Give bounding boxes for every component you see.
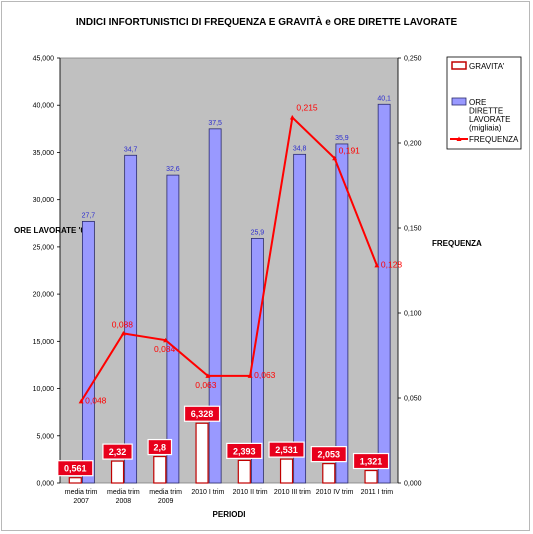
bar-ore [166,174,180,484]
bar-gravita-label-box [183,405,221,422]
bar-gravita [195,422,209,484]
category-label: 2010 II trim [233,489,268,496]
right-tick-label: 0,050 [404,396,422,403]
bar-ore-label: 34,7 [124,146,138,153]
frequenza-label: 0,128 [381,259,403,269]
category-label: 2009 [158,498,174,505]
bar-ore-label: 35,9 [335,135,349,142]
bar-gravita [110,460,125,484]
bar-gravita-label-box [226,442,263,459]
legend-ore-label: (migliaia) [469,124,502,133]
category-label: 2010 IV trim [316,489,354,496]
frequenza-line [80,115,378,402]
category-label: 2010 III trim [274,489,311,496]
bar-ore [293,153,307,484]
legend-ore-swatch [451,97,467,106]
category-label: 2011 I trim [361,489,394,496]
legend-gravita-swatch [451,61,467,70]
bar-ore [124,154,138,484]
frequenza-marker [374,262,380,268]
frequenza-marker [247,373,253,378]
right-tick-label: 0,100 [404,311,422,318]
frequenza-marker [289,115,295,120]
bar-ore [81,220,95,484]
frequenza-label: 0,215 [296,103,318,113]
category-label: media trim [107,489,140,496]
bar-gravita [364,469,378,484]
bar-ore [250,237,264,484]
frequenza-label: 0,063 [254,370,276,380]
right-tick-label: 0,200 [404,141,422,148]
frequenza-label: 0,048 [85,395,107,405]
bar-ore [377,103,391,484]
bar-ore-label: 27,7 [82,212,96,219]
legend-frequenza-label: FREQUENZA [469,135,519,144]
bar-gravita [153,455,167,484]
bar-gravita-label: 2,531 [275,445,298,455]
bar-gravita-label-box [147,438,173,456]
frequenza-label: 0,191 [339,145,361,155]
left-axis-title: ORE LAVORATE '000 [14,226,94,235]
bar-ore-label: 40,1 [377,95,391,102]
frequenza-marker [163,337,169,343]
bar-gravita-label: 2,053 [318,450,341,460]
bar-gravita [237,459,251,484]
left-tick-label: 10,000 [33,386,55,393]
frequenza-marker [332,155,338,161]
legend-ore-label: LAVORATE [469,115,511,124]
chart-title: INDICI INFORTUNISTICI DI FREQUENZA E GRA… [75,17,458,28]
left-tick-label: 0,000 [36,481,54,488]
category-label: media trim [65,489,98,496]
category-label: media trim [149,489,182,496]
bar-ore-label: 32,6 [166,166,180,173]
bar-gravita-label: 1,321 [360,457,383,467]
right-tick-label: 0,000 [404,481,422,488]
legend-ore-label: ORE [469,98,486,107]
right-tick-label: 0,150 [404,226,422,233]
bar-gravita-label: 6,328 [191,409,214,419]
frequenza-marker [205,373,211,378]
frequenza-label: 0,088 [112,319,134,329]
bar-gravita-label-box [310,446,347,463]
frequenza-marker [120,330,126,336]
bar-gravita [68,477,82,484]
legend-frequenza-marker [456,136,462,141]
bar-gravita-label: 2,32 [109,447,127,457]
left-tick-label: 5,000 [36,433,54,440]
category-label: 2008 [116,498,132,505]
bar-gravita-label: 2,8 [154,443,167,453]
bar-gravita-label-box [352,452,390,470]
bar-ore [208,128,222,484]
frequenza-marker [78,398,84,404]
x-axis-title: PERIODI [213,510,246,519]
left-tick-label: 30,000 [33,197,55,204]
bar-ore [335,143,349,484]
legend-ore-label: DIRETTE [469,107,503,116]
bar-ore-label: 34,8 [293,145,307,152]
right-axis-title: FREQUENZA [432,239,482,248]
category-label: 2007 [73,498,89,505]
bar-gravita-label: 2,393 [233,446,256,456]
right-tick-label: 0,250 [404,56,422,63]
left-tick-label: 40,000 [33,103,55,110]
bar-gravita-label: 0,561 [64,464,87,474]
category-label: 2010 I trim [191,489,224,496]
frequenza-label: 0,063 [195,380,217,390]
legend-gravita-label: GRAVITA' [469,62,505,71]
bar-ore-label: 37,5 [208,120,222,127]
left-tick-label: 20,000 [33,292,55,299]
left-tick-label: 45,000 [33,56,55,63]
bar-gravita-label-box [57,460,94,477]
bar-gravita-label-box [102,443,133,460]
bar-gravita [279,458,294,484]
left-tick-label: 35,000 [33,150,55,157]
bar-gravita [322,463,336,484]
left-tick-label: 25,000 [33,244,55,251]
bar-ore-label: 25,9 [251,229,265,236]
bar-gravita-label-box [268,441,305,458]
left-tick-label: 15,000 [33,339,55,346]
frequenza-label: 0,084 [154,344,176,354]
